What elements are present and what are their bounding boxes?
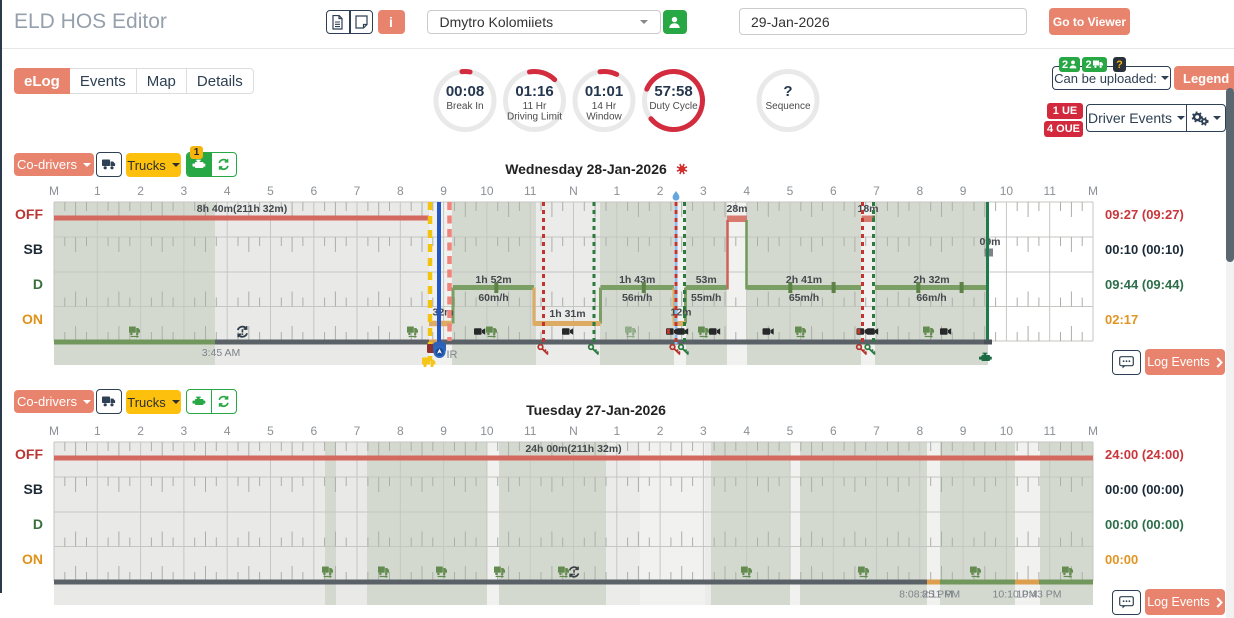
svg-text:12m: 12m [670,307,691,319]
svg-text:00:08: 00:08 [446,83,484,100]
svg-text:10: 10 [1000,424,1014,438]
svg-text:2: 2 [657,424,664,438]
svg-text:3: 3 [700,184,707,198]
svg-text:1: 1 [94,184,101,198]
svg-text:8:11 PM: 8:11 PM [922,589,960,601]
svg-text:1h 31m: 1h 31m [549,308,585,320]
svg-text:01:16: 01:16 [515,83,553,100]
svg-text:11: 11 [524,424,537,438]
svg-text:8: 8 [397,184,404,198]
svg-text:53m: 53m [696,274,717,286]
svg-text:09m: 09m [979,236,1000,248]
svg-text:5: 5 [787,424,794,438]
svg-text:Driving Limit: Driving Limit [507,112,562,123]
svg-text:7: 7 [354,424,361,438]
svg-text:M: M [49,184,59,198]
svg-text:10:10 PM: 10:10 PM [993,589,1038,601]
svg-text:9: 9 [440,424,447,438]
svg-text:Break In: Break In [446,101,483,112]
svg-text:8: 8 [916,424,923,438]
svg-text:11: 11 [1043,424,1056,438]
svg-text:8: 8 [397,424,404,438]
svg-text:2: 2 [137,424,144,438]
svg-text:1h 52m: 1h 52m [475,274,511,286]
svg-text:11 Hr: 11 Hr [523,101,547,112]
svg-text:2h 32m: 2h 32m [913,274,949,286]
svg-text:1: 1 [94,424,101,438]
svg-text:2: 2 [657,184,664,198]
svg-text:6: 6 [310,184,317,198]
svg-text:6: 6 [310,424,317,438]
svg-text:6: 6 [830,424,837,438]
svg-text:3: 3 [700,424,707,438]
svg-text:N: N [569,424,578,438]
svg-text:M: M [49,424,59,438]
svg-text:4: 4 [743,424,750,438]
svg-text:1h 43m: 1h 43m [619,274,655,286]
svg-text:Window: Window [586,112,622,123]
svg-text:5: 5 [267,424,274,438]
svg-text:1: 1 [613,424,620,438]
svg-text:Sequence: Sequence [765,101,810,112]
svg-text:2h 41m: 2h 41m [786,274,822,286]
svg-text:11: 11 [1043,184,1056,198]
svg-text:56m/h: 56m/h [622,292,652,304]
svg-text:3:45 AM: 3:45 AM [202,347,241,359]
svg-text:11: 11 [524,184,537,198]
svg-text:IR: IR [447,349,458,361]
svg-text:6: 6 [830,184,837,198]
svg-text:9: 9 [440,184,447,198]
svg-text:57:58: 57:58 [654,83,692,100]
svg-text:M: M [1088,424,1098,438]
svg-text:9: 9 [960,424,967,438]
svg-text:4: 4 [224,184,231,198]
svg-text:?: ? [783,83,792,100]
svg-text:60m/h: 60m/h [478,292,508,304]
svg-text:8h 40m(211h 32m): 8h 40m(211h 32m) [197,203,287,215]
svg-text:18m: 18m [857,203,878,215]
svg-text:M: M [1088,184,1098,198]
svg-text:9: 9 [960,184,967,198]
svg-text:7: 7 [873,184,880,198]
svg-text:7: 7 [354,184,361,198]
svg-text:2: 2 [137,184,144,198]
svg-text:55m/h: 55m/h [691,292,721,304]
svg-text:14 Hr: 14 Hr [592,101,617,112]
svg-text:N: N [569,184,578,198]
svg-text:24h 00m(211h 32m): 24h 00m(211h 32m) [525,443,621,455]
svg-text:5: 5 [267,184,274,198]
svg-text:4: 4 [743,184,750,198]
svg-text:Duty Cycle: Duty Cycle [649,101,698,112]
svg-text:5: 5 [787,184,794,198]
svg-text:7: 7 [873,424,880,438]
svg-text:10: 10 [480,184,494,198]
svg-text:3: 3 [181,424,188,438]
svg-text:10: 10 [1000,184,1014,198]
svg-text:66m/h: 66m/h [916,292,946,304]
svg-text:8:08:25 PM: 8:08:25 PM [899,589,953,601]
svg-text:4: 4 [224,424,231,438]
svg-text:3: 3 [181,184,188,198]
svg-text:28m: 28m [726,203,747,215]
svg-text:8: 8 [916,184,923,198]
svg-text:01:01: 01:01 [585,83,623,100]
svg-text:10: 10 [480,424,494,438]
svg-text:65m/h: 65m/h [789,292,819,304]
svg-text:10:43 PM: 10:43 PM [1017,589,1062,601]
svg-text:1: 1 [613,184,620,198]
